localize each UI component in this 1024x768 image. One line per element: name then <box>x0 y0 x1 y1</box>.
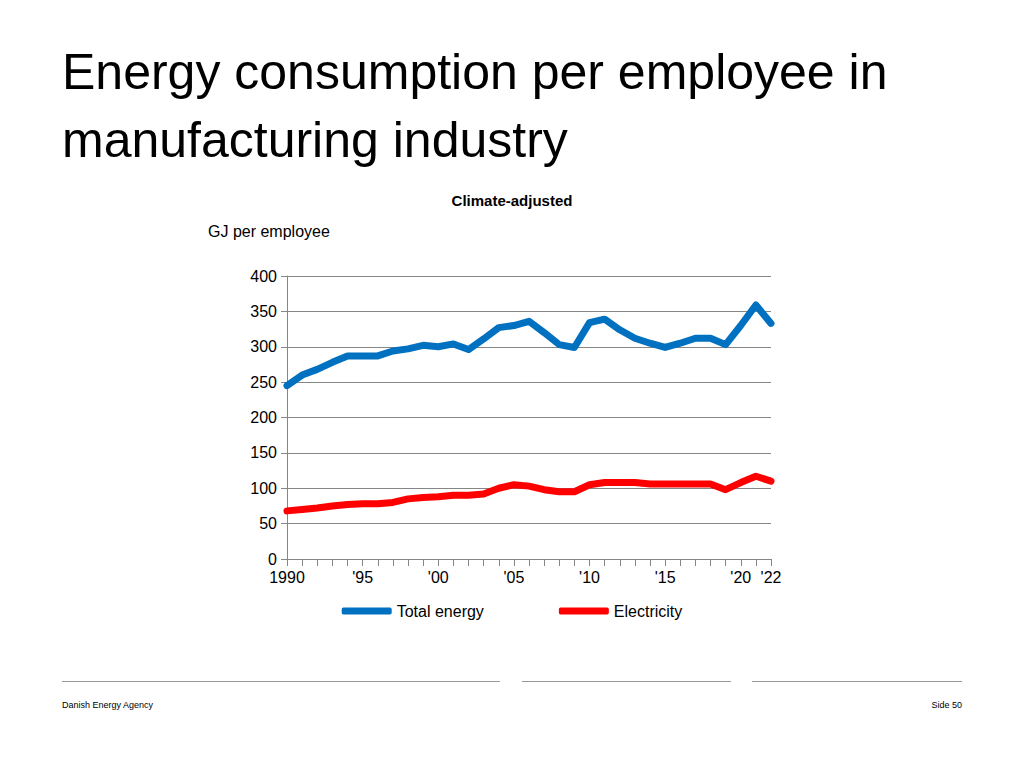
svg-text:150: 150 <box>250 444 277 461</box>
svg-text:GJ per employee: GJ per employee <box>208 223 330 240</box>
svg-text:0: 0 <box>268 551 277 568</box>
svg-text:'05: '05 <box>503 569 524 586</box>
svg-text:400: 400 <box>250 268 277 285</box>
svg-text:'95: '95 <box>352 569 373 586</box>
svg-text:50: 50 <box>259 515 277 532</box>
html-text:Danish Energy Agency: Danish Energy Agency <box>62 700 154 710</box>
svg-text:250: 250 <box>250 374 277 391</box>
svg-text:'00: '00 <box>428 569 449 586</box>
svg-text:1990: 1990 <box>269 569 305 586</box>
svg-text:'20: '20 <box>730 569 751 586</box>
svg-text:Climate-adjusted: Climate-adjusted <box>452 192 573 209</box>
svg-text:300: 300 <box>250 338 277 355</box>
svg-text:Electricity: Electricity <box>614 603 682 620</box>
html-text:Side 50: Side 50 <box>931 700 962 710</box>
html-text:Energy consumption per employe: Energy consumption per employee in manuf… <box>62 44 888 168</box>
svg-text:200: 200 <box>250 409 277 426</box>
svg-text:'10: '10 <box>579 569 600 586</box>
svg-text:Total energy: Total energy <box>397 603 484 620</box>
svg-text:350: 350 <box>250 303 277 320</box>
svg-text:'22: '22 <box>761 569 782 586</box>
svg-text:'15: '15 <box>655 569 676 586</box>
svg-text:100: 100 <box>250 480 277 497</box>
